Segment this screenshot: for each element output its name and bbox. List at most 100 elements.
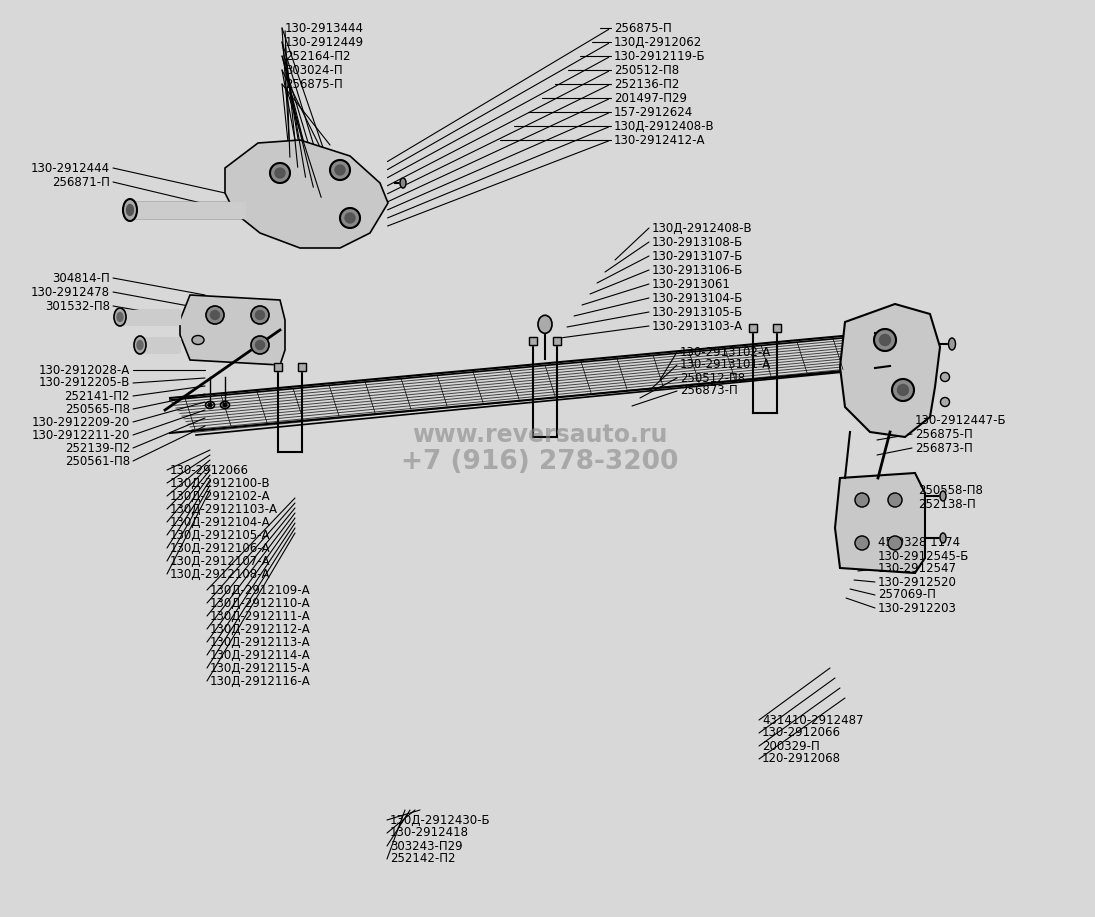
Circle shape [855,493,869,507]
Ellipse shape [941,397,949,406]
Text: 250558-П8: 250558-П8 [918,483,983,496]
Text: 130Д-2912109-А: 130Д-2912109-А [210,583,311,596]
Circle shape [251,306,269,324]
Ellipse shape [127,204,134,215]
Text: 130-2913106-Б: 130-2913106-Б [652,263,744,277]
Bar [274,363,283,370]
Polygon shape [180,295,285,365]
Bar [749,324,757,332]
Circle shape [892,379,914,401]
Text: 130-2913104-Б: 130-2913104-Б [652,292,744,304]
Text: 304814-П: 304814-П [53,271,110,284]
Text: 256875-П: 256875-П [915,427,972,440]
Circle shape [206,306,224,324]
Bar [553,337,561,345]
Text: 130-2912211-20: 130-2912211-20 [32,428,130,441]
Text: 130-2912205-В: 130-2912205-В [38,377,130,390]
Ellipse shape [223,403,227,406]
Text: 130-2912028-А: 130-2912028-А [38,363,130,377]
Text: 130-2913444: 130-2913444 [285,21,364,35]
Text: 252164-П2: 252164-П2 [285,50,350,62]
Text: 130Д-2912113-А: 130Д-2912113-А [210,635,311,648]
Text: 303243-П29: 303243-П29 [390,839,462,853]
Ellipse shape [123,199,137,221]
Text: 45 9328 1174: 45 9328 1174 [878,536,960,549]
Ellipse shape [948,338,956,350]
Circle shape [335,165,345,175]
Ellipse shape [940,533,946,543]
Text: 130-2913105-Б: 130-2913105-Б [652,305,744,318]
Bar [773,324,781,332]
Circle shape [341,208,360,228]
Circle shape [855,536,869,550]
Text: 256873-П: 256873-П [915,441,972,455]
Text: 130-2912478: 130-2912478 [31,285,110,299]
Text: 130-2912547: 130-2912547 [878,562,957,576]
Text: 130Д-2912105-А: 130Д-2912105-А [170,528,270,542]
Text: 130-2912449: 130-2912449 [285,36,365,49]
Text: 250561-П8: 250561-П8 [65,455,130,468]
Text: 130-2912418: 130-2912418 [390,826,469,839]
Text: 130Д-2912112-А: 130Д-2912112-А [210,623,311,635]
Text: 130Д-29121103-А: 130Д-29121103-А [170,503,278,515]
Text: 200329-П: 200329-П [762,739,820,753]
Circle shape [888,493,902,507]
Text: 201497-П29: 201497-П29 [614,92,687,105]
Text: 130-2912447-Б: 130-2912447-Б [915,414,1006,426]
Circle shape [255,311,265,319]
Text: 130-2912119-Б: 130-2912119-Б [614,50,705,62]
Bar [274,363,283,370]
Text: 130-2912520: 130-2912520 [878,576,957,589]
Bar [298,363,306,370]
Text: 256875-П: 256875-П [285,78,343,91]
Ellipse shape [137,340,143,349]
Ellipse shape [941,372,949,381]
Circle shape [275,168,285,178]
Text: 130Д-2912430-Б: 130Д-2912430-Б [390,813,491,826]
Text: 130Д-2912100-В: 130Д-2912100-В [170,477,270,490]
Text: +7 (916) 278-3200: +7 (916) 278-3200 [401,449,679,475]
Text: 130Д-2912107-А: 130Д-2912107-А [170,555,270,568]
Text: 130-2912066: 130-2912066 [170,463,249,477]
Ellipse shape [134,336,146,354]
Circle shape [898,384,909,395]
Text: www.reversauto.ru: www.reversauto.ru [413,423,668,447]
Circle shape [330,160,350,180]
Circle shape [255,340,265,349]
Text: 252141-П2: 252141-П2 [65,390,130,403]
Text: 256875-П: 256875-П [614,21,671,35]
Text: 256871-П: 256871-П [53,175,110,189]
Circle shape [270,163,290,183]
Bar [553,337,561,345]
Ellipse shape [192,336,204,345]
Text: 130-2913108-Б: 130-2913108-Б [652,236,744,249]
Text: 130Д-2912408-В: 130Д-2912408-В [652,222,752,235]
Circle shape [210,311,219,319]
Ellipse shape [114,308,126,326]
Circle shape [879,335,890,346]
Text: 252136-П2: 252136-П2 [614,78,679,91]
Text: 130-2913103-А: 130-2913103-А [652,319,744,333]
Circle shape [251,336,269,354]
Text: 130Д-2912111-А: 130Д-2912111-А [210,610,311,623]
Text: 252139-П2: 252139-П2 [65,441,130,455]
Bar [529,337,537,345]
Text: 252142-П2: 252142-П2 [390,853,456,866]
Text: 303024-П: 303024-П [285,63,343,76]
Text: 130-2913102-А: 130-2913102-А [680,346,771,359]
Ellipse shape [117,313,123,322]
Text: 157-2912624: 157-2912624 [614,105,693,118]
Text: 130-2912203: 130-2912203 [878,602,957,614]
Text: 130Д-2912114-А: 130Д-2912114-А [210,648,311,661]
Polygon shape [224,140,388,248]
Text: 130-2912545-Б: 130-2912545-Б [878,549,969,562]
Circle shape [874,329,896,351]
Text: 257069-П: 257069-П [878,589,936,602]
Text: 130-2913061: 130-2913061 [652,278,730,291]
Text: 130Д-2912104-А: 130Д-2912104-А [170,515,270,528]
Text: 120-2912068: 120-2912068 [762,753,841,766]
Text: 130Д-2912115-А: 130Д-2912115-А [210,661,311,675]
Circle shape [888,536,902,550]
Text: 252138-П: 252138-П [918,498,976,511]
Ellipse shape [400,178,406,188]
